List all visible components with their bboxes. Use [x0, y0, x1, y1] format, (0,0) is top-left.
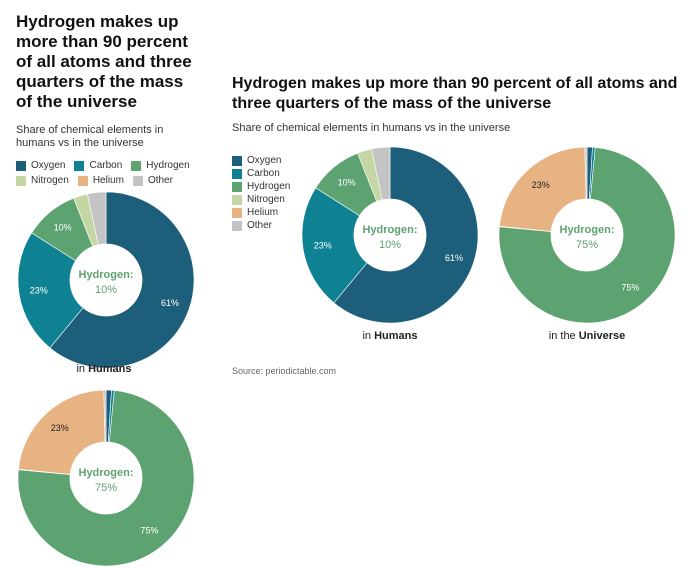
slice-label-oxygen: 61%: [161, 298, 179, 308]
legend-swatch: [131, 160, 142, 171]
chart-title: Hydrogen makes up more than 90 percent o…: [232, 75, 678, 112]
legend-item-oxygen: Oxygen: [232, 154, 290, 167]
legend: Oxygen Carbon Hydrogen Nitrogen Helium Other: [16, 160, 201, 186]
humans-donut-chart: 61% 23% 10% Hydrogen: 10%: [17, 191, 195, 369]
legend-item-other: Other: [132, 175, 173, 186]
legend-label: Carbon: [89, 160, 123, 171]
mobile-chart-panel: Hydrogen makes up more than 90 percent o…: [16, 12, 196, 186]
slice-label-oxygen: 61%: [445, 253, 463, 263]
desktop-chart-panel: Hydrogen makes up more than 90 percent o…: [232, 74, 682, 376]
legend-item-other: Other: [232, 219, 290, 232]
source-note: Source: periodictable.com: [232, 366, 337, 376]
universe-donut-chart: 75% 23% Hydrogen: 75%: [17, 389, 195, 567]
legend-item-oxygen: Oxygen: [16, 160, 65, 171]
legend-label: Oxygen: [31, 160, 66, 171]
legend-label: Helium: [247, 207, 279, 218]
slice-label-carbon: 23%: [30, 286, 48, 296]
slice-oxygen: [49, 191, 195, 369]
slice-helium: [18, 389, 106, 475]
legend-item-hydrogen: Hydrogen: [232, 180, 290, 193]
slice-oxygen: [333, 146, 479, 324]
slice-label-helium: 23%: [51, 423, 69, 433]
legend-swatch: [77, 175, 88, 186]
caption-prefix: in the: [548, 330, 579, 342]
legend-label: Hydrogen: [247, 181, 291, 192]
caption-subject: Humans: [88, 363, 132, 375]
slice-other: [370, 146, 391, 201]
chart-title: Hydrogen makes up more than 90 percent o…: [16, 12, 192, 111]
legend: Oxygen Carbon Hydrogen Nitrogen Helium Other: [232, 154, 290, 232]
legend-item-hydrogen: Hydrogen: [131, 160, 190, 171]
center-label: Hydrogen:: [560, 224, 615, 236]
legend-label: Nitrogen: [31, 175, 69, 186]
caption-subject: Universe: [578, 330, 626, 342]
legend-item-carbon: Carbon: [74, 160, 122, 171]
center-label: Hydrogen:: [79, 467, 134, 479]
slice-other: [103, 389, 107, 443]
legend-label: Helium: [92, 175, 124, 186]
chart-subtitle: Share of chemical elements in humans vs …: [16, 124, 164, 149]
slice-other: [86, 191, 107, 246]
humans-caption: in Humans: [14, 363, 194, 375]
slice-hydrogen: [498, 147, 676, 324]
legend-swatch: [232, 220, 242, 231]
humans-caption: in Humans: [300, 330, 480, 342]
legend-label: Carbon: [247, 168, 280, 179]
legend-swatch: [232, 181, 242, 192]
caption-subject: Humans: [374, 330, 418, 342]
legend-swatch: [232, 207, 242, 218]
slice-helium: [499, 146, 587, 232]
caption-prefix: in: [76, 363, 89, 375]
center-label: Hydrogen:: [363, 224, 418, 236]
legend-swatch: [16, 175, 26, 186]
slice-carbon: [17, 232, 84, 349]
legend-swatch: [232, 155, 242, 166]
legend-label: Nitrogen: [247, 194, 285, 205]
slice-label-hydrogen: 75%: [621, 282, 639, 292]
chart-subtitle: Share of chemical elements in humans vs …: [232, 122, 511, 134]
caption-prefix: in: [362, 330, 375, 342]
universe-caption: in the Universe: [497, 330, 677, 342]
legend-swatch: [232, 168, 242, 179]
center-value: 10%: [379, 239, 401, 251]
slice-label-carbon: 23%: [314, 241, 332, 251]
legend-label: Oxygen: [247, 155, 282, 166]
slice-label-hydrogen: 75%: [140, 525, 158, 535]
center-value: 75%: [95, 482, 117, 494]
slice-label-hydrogen: 10%: [338, 178, 356, 188]
legend-item-carbon: Carbon: [232, 167, 290, 180]
center-label: Hydrogen:: [79, 269, 134, 281]
slice-label-hydrogen: 10%: [54, 223, 72, 233]
legend-label: Hydrogen: [146, 160, 190, 171]
humans-donut-chart: 61% 23% 10% Hydrogen: 10%: [301, 146, 479, 324]
slice-carbon: [301, 187, 368, 304]
center-value: 10%: [95, 284, 117, 296]
center-value: 75%: [576, 239, 598, 251]
legend-swatch: [232, 194, 242, 205]
legend-label: Other: [247, 220, 273, 231]
slice-other: [584, 146, 588, 200]
slice-label-helium: 23%: [532, 180, 550, 190]
legend-swatch: [132, 175, 143, 186]
legend-item-helium: Helium: [77, 175, 124, 186]
legend-item-helium: Helium: [232, 206, 290, 219]
legend-item-nitrogen: Nitrogen: [16, 175, 69, 186]
legend-item-nitrogen: Nitrogen: [232, 193, 290, 206]
legend-swatch: [16, 160, 26, 171]
universe-donut-chart: 75% 23% Hydrogen: 75%: [498, 146, 676, 324]
legend-label: Other: [147, 175, 173, 186]
legend-swatch: [74, 160, 85, 171]
